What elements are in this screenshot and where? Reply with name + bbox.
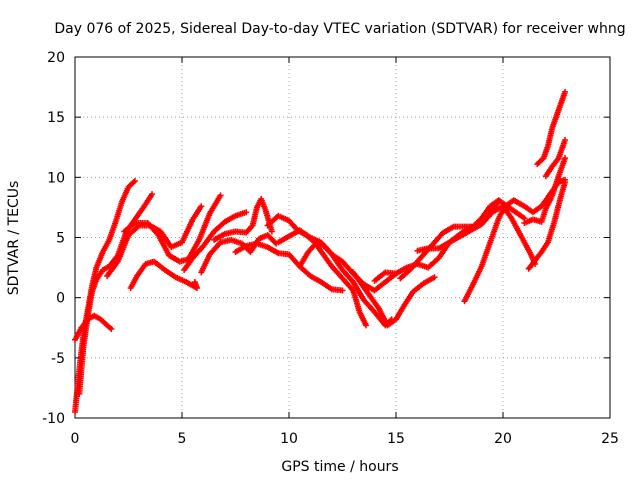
series-track-i — [211, 195, 275, 243]
chart-title: Day 076 of 2025, Sidereal Day-to-day VTE… — [54, 21, 625, 37]
x-tick-label: 5 — [178, 431, 187, 447]
x-tick-label: 15 — [387, 431, 405, 447]
series-track-g — [181, 209, 250, 273]
data-marks — [72, 88, 569, 415]
series-track-n — [350, 269, 438, 329]
y-tick-label: 5 — [56, 231, 65, 247]
data-point — [268, 228, 275, 235]
data-point — [562, 88, 569, 95]
data-point — [339, 287, 346, 294]
data-point — [562, 137, 569, 144]
data-point — [431, 274, 438, 281]
series-track-e — [127, 258, 200, 292]
data-point — [198, 203, 205, 210]
data-point — [131, 177, 138, 184]
data-point — [363, 322, 370, 329]
x-tick-label: 25 — [601, 431, 619, 447]
data-point — [562, 155, 569, 162]
data-point — [191, 279, 198, 286]
x-tick-label: 0 — [71, 431, 80, 447]
y-tick-label: 20 — [47, 50, 65, 66]
y-tick-label: 10 — [47, 170, 65, 186]
x-axis-label: GPS time / hours — [281, 459, 398, 475]
data-point — [243, 209, 250, 216]
axis-ticks: 0 5 10 15 20 25 -10 -5 0 5 10 15 20 — [42, 50, 619, 447]
series-track-s — [521, 155, 569, 227]
x-tick-label: 20 — [494, 431, 512, 447]
series-track-j — [232, 240, 346, 294]
y-tick-label: 0 — [56, 291, 65, 307]
y-axis-label: SDTVAR / TECUs — [6, 181, 22, 296]
series-track-c — [72, 312, 115, 343]
data-point — [217, 192, 224, 199]
data-point — [562, 179, 569, 186]
data-point — [108, 325, 115, 332]
y-tick-label: 15 — [47, 110, 65, 126]
y-tick-label: -10 — [42, 411, 65, 427]
series-track-f — [121, 192, 224, 265]
x-tick-label: 10 — [280, 431, 298, 447]
series-track-u — [542, 137, 569, 180]
series-track-v — [525, 179, 569, 272]
y-tick-label: -5 — [51, 351, 65, 367]
series-track-t — [534, 88, 569, 168]
data-point — [149, 191, 156, 198]
series-track-q — [414, 203, 539, 267]
